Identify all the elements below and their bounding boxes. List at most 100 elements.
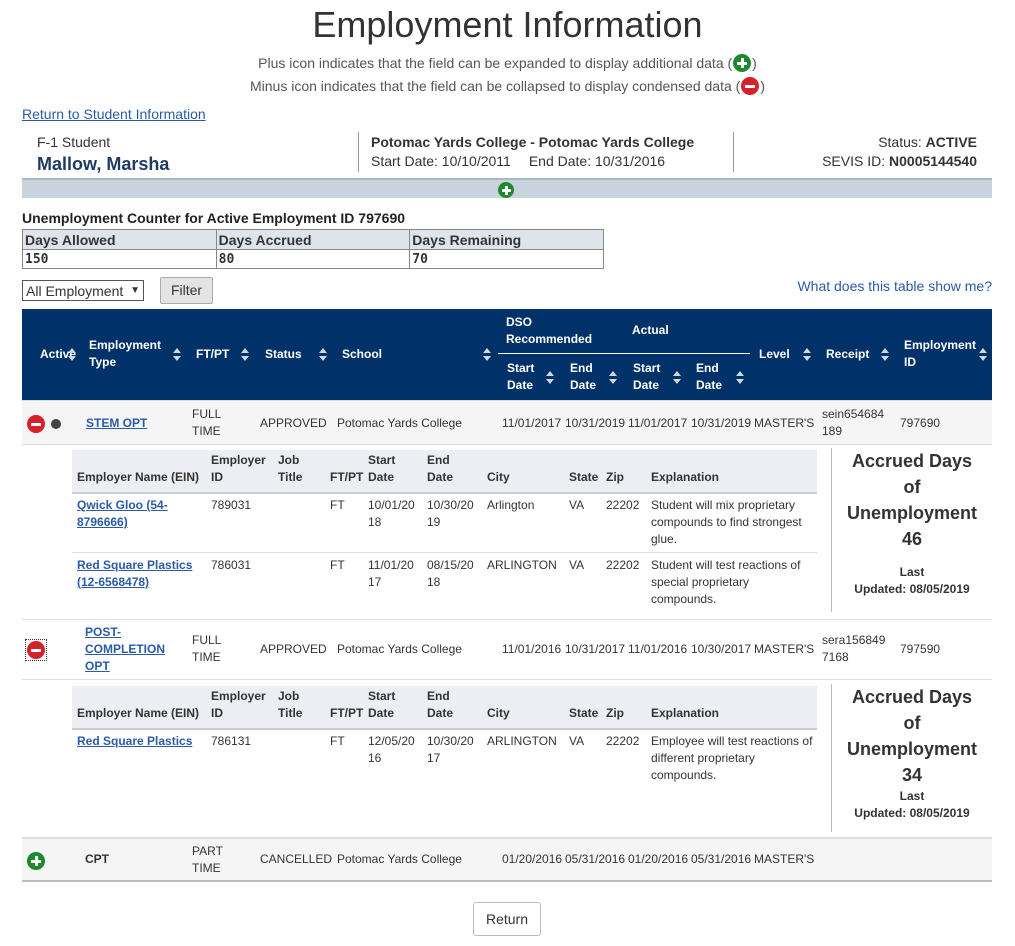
employment-type-line2[interactable]: COMPLETION (85, 642, 165, 656)
student-info-panel: F-1 Student Mallow, Marsha Potomac Yards… (22, 128, 992, 180)
explanation-cell: Student will test reactions of special pr… (651, 557, 800, 608)
plus-circle-icon[interactable] (27, 852, 45, 870)
counter-header: Days Remaining (409, 229, 604, 250)
page-title: Employment Information (312, 4, 703, 45)
sort-arrows-icon[interactable] (319, 348, 327, 361)
sort-arrows-icon[interactable] (241, 348, 249, 361)
last-updated-label: Last (899, 789, 925, 803)
employment-grid-header: Active Employment Type FT/PT Status Scho… (22, 309, 992, 400)
zip-cell: 22202 (606, 734, 640, 748)
explanation-line2: special proprietary (651, 575, 750, 589)
explanation-header: Explanation (651, 470, 720, 484)
sort-arrows-icon[interactable] (173, 348, 181, 361)
header-dso-end[interactable]: End Date (570, 360, 596, 394)
sort-arrows-icon[interactable] (979, 348, 987, 361)
header-receipt[interactable]: Receipt (826, 347, 870, 361)
row-divider (22, 837, 992, 838)
minus-circle-icon[interactable] (27, 415, 45, 433)
header-ftpt[interactable]: FT/PT (196, 347, 230, 361)
employer-name-line1[interactable]: Red Square Plastics (77, 734, 193, 748)
sort-arrows-icon[interactable] (736, 371, 744, 384)
active-dot-icon (51, 419, 61, 429)
post-employer-table: Employer Name (EIN) Employer ID Job Title … (72, 686, 817, 786)
header-active[interactable]: Active (40, 347, 77, 361)
employer-name-cell[interactable]: Qwick Gloo (54- 8796666) (77, 497, 168, 531)
employer-name-cell[interactable]: Red Square Plastics (12-6568478) (77, 557, 192, 591)
header-dso-start[interactable]: Start Date (507, 360, 534, 394)
sort-arrows-icon[interactable] (881, 348, 889, 361)
end-date-cell: 10/30/20 17 (427, 733, 474, 767)
explanation-line2: different proprietary (651, 751, 755, 765)
return-button[interactable]: Return (473, 902, 541, 936)
header-school[interactable]: School (342, 347, 383, 361)
table-help-link[interactable]: What does this table show me? (797, 278, 992, 294)
school-cell: Potomac Yards College (337, 642, 462, 656)
explanation-cell: Student will mix proprietary compounds to… (651, 497, 802, 548)
minus-circle-icon[interactable] (27, 641, 45, 659)
school-cell: Potomac Yards College (337, 416, 462, 430)
sort-arrows-icon[interactable] (546, 371, 554, 384)
employer-name-cell[interactable]: Red Square Plastics (77, 733, 192, 750)
ftpt-cell: FULL TIME (192, 406, 221, 440)
sort-arrows-icon[interactable] (483, 348, 491, 361)
student-school: Potomac Yards College - Potomac Yards Co… (371, 134, 695, 150)
employer-name-line2[interactable]: (12-6568478) (77, 575, 150, 589)
zip-cell: 22202 (606, 498, 640, 512)
dso-start-cell: 11/01/2017 (502, 416, 562, 430)
filter-button[interactable]: Filter (160, 277, 213, 304)
job-title-header-line1: Job (278, 453, 300, 467)
employer-name-header: Employer Name (EIN) (77, 706, 200, 720)
header-level[interactable]: Level (759, 347, 790, 361)
employment-type-line3[interactable]: OPT (85, 659, 110, 673)
sort-arrows-icon[interactable] (68, 348, 76, 361)
header-actual-start[interactable]: Start Date (633, 360, 660, 394)
employment-id-cell: 797690 (900, 416, 941, 430)
start-date-line1: 11/01/20 (368, 558, 414, 572)
start-date-line1: 12/05/20 (368, 734, 415, 748)
receipt-line2: 189 (822, 424, 843, 438)
end-date-line2: 19 (427, 515, 441, 529)
explanation-cell: Employee will test reactions of different… (651, 733, 812, 784)
return-to-student-link[interactable]: Return to Student Information (22, 106, 206, 122)
employer-name-line1[interactable]: Red Square Plastics (77, 558, 193, 572)
header-actual-end[interactable]: End Date (696, 360, 722, 394)
start-header: Start Date (368, 452, 395, 486)
status-cell: APPROVED (260, 416, 327, 430)
explanation-line3: glue. (651, 532, 678, 546)
sort-arrows-icon[interactable] (673, 371, 681, 384)
student-expand-bar[interactable] (22, 178, 992, 198)
employment-filter-select[interactable]: All Employment ▼ (22, 280, 144, 301)
start-date-line2: 17 (368, 575, 382, 589)
employment-type-link[interactable]: STEM OPT (86, 416, 148, 430)
plus-circle-icon[interactable] (498, 182, 514, 198)
legend-minus: Minus icon indicates that the field can … (0, 77, 1015, 95)
employer-name-line2[interactable]: 8796666) (77, 515, 128, 529)
explanation-line1: Employee will test reactions of (651, 734, 813, 748)
header-status[interactable]: Status (265, 347, 302, 361)
ftpt-line2: TIME (192, 861, 221, 875)
state-cell: VA (569, 498, 585, 512)
accrued-days-value: 34 (901, 765, 923, 785)
row-divider (22, 619, 992, 620)
employment-type-cell: CPT (85, 852, 109, 866)
employer-name-line1[interactable]: Qwick Gloo (54- (77, 498, 168, 512)
employment-type-link[interactable]: POST- COMPLETION OPT (85, 624, 165, 675)
header-employment-id[interactable]: Employment ID (904, 337, 976, 371)
explanation-line1: Student will mix proprietary (651, 498, 796, 512)
start-date-line2: 18 (368, 515, 382, 529)
sort-arrows-icon[interactable] (803, 348, 811, 361)
header-employment-type[interactable]: Employment Type (89, 337, 161, 371)
job-title-header: Job Title (278, 688, 302, 722)
accrued-days-panel: Accrued Days of Unemployment 46 Last Upd… (831, 448, 992, 612)
student-type: F-1 Student (37, 134, 111, 150)
ftpt-header: FT/PT (330, 706, 364, 720)
focus-outline (25, 639, 47, 661)
status-cell: APPROVED (260, 642, 327, 656)
sort-arrows-icon[interactable] (609, 371, 617, 384)
city-cell: ARLINGTON (487, 734, 557, 748)
employment-type-line1[interactable]: POST- (85, 625, 122, 639)
sevis-label: SEVIS ID: (822, 153, 890, 169)
employer-id-cell: 789031 (211, 498, 252, 512)
days-remaining-value: 70 (409, 249, 604, 269)
end-date-line2: 17 (427, 751, 441, 765)
